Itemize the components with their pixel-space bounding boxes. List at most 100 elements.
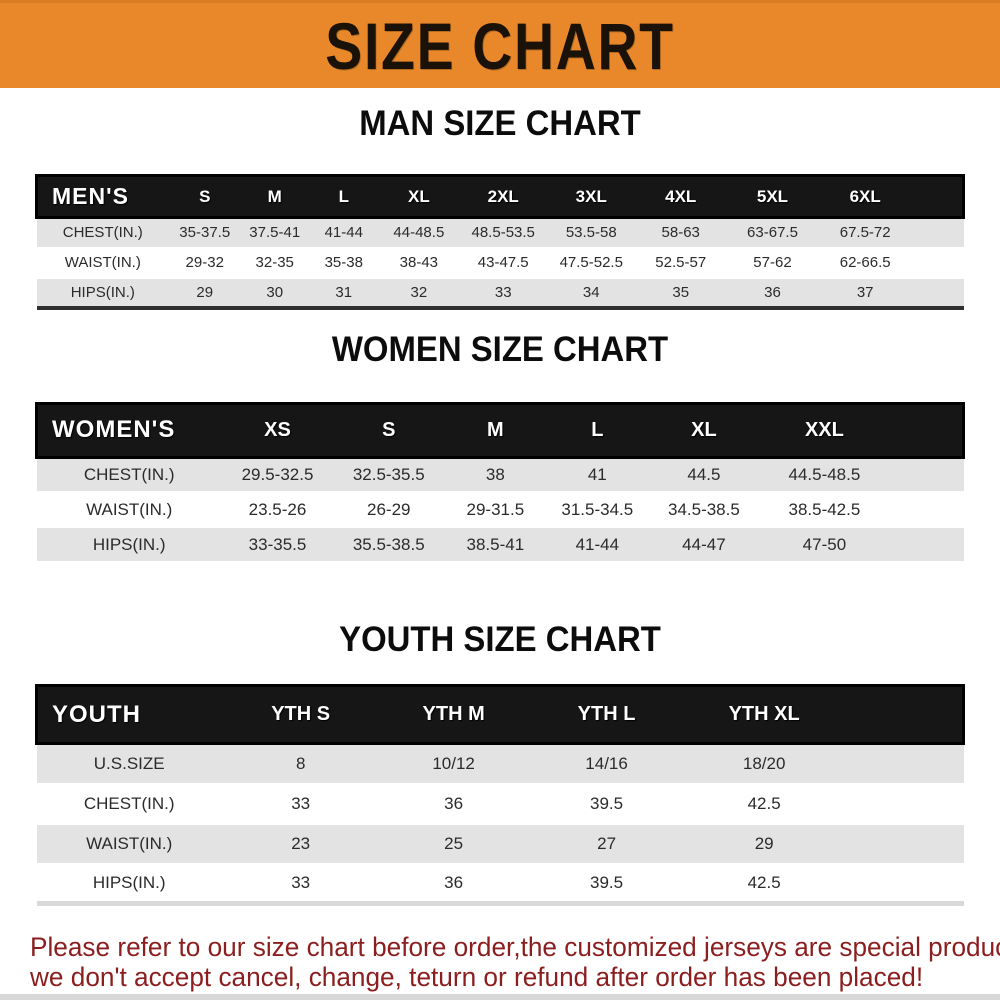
bottom-strip xyxy=(0,994,1000,1000)
size-value-cell: 34 xyxy=(547,277,636,309)
measurement-row: WAIST(IN.) 23.5-26 26-29 29-31.5 31.5-34.5 34… xyxy=(36,492,964,528)
size-value-cell: 34.5-38.5 xyxy=(648,492,760,528)
row-label: WAIST(IN.) xyxy=(36,247,170,279)
size-value-cell: 58-63 xyxy=(635,216,727,249)
table-group-label: MEN'S xyxy=(35,174,170,219)
size-column-header: S xyxy=(169,174,241,219)
men-section-title: MAN SIZE CHART xyxy=(359,104,641,143)
size-value-cell: 29-31.5 xyxy=(444,492,547,528)
measurement-row: CHEST(IN.) 29.5-32.5 32.5-35.5 38 41 44.5 44.5… xyxy=(36,456,964,493)
size-value-cell: 38.5-42.5 xyxy=(759,492,890,528)
size-value-cell: 37 xyxy=(818,277,912,309)
footer-notice: Please refer to our size chart before or… xyxy=(0,932,1000,992)
row-filler-cell xyxy=(889,492,964,528)
size-column-header: YTH XL xyxy=(685,684,843,745)
size-column-header: 2XL xyxy=(459,174,548,219)
youth-section: YOUTH SIZE CHART YOUTH YTH S YTH M YTH L YTH… xyxy=(0,620,1000,906)
row-filler-cell xyxy=(842,823,964,865)
men-section: MAN SIZE CHART MEN'S S M L XL 2XL 3XL 4XL 5XL 6XL… xyxy=(0,104,1000,310)
size-value-cell: 43-47.5 xyxy=(459,247,548,279)
size-value-cell: 52.5-57 xyxy=(635,247,727,279)
size-value-cell: 33 xyxy=(459,277,548,309)
size-column-header: YTH L xyxy=(527,684,686,745)
size-value-cell: 44.5 xyxy=(648,456,760,493)
measurement-row: CHEST(IN.) 35-37.5 37.5-41 41-44 44-48.5 48.5… xyxy=(36,216,964,249)
row-filler-cell xyxy=(842,783,964,825)
women-section-title: WOMEN SIZE CHART xyxy=(331,329,669,369)
measurement-row: HIPS(IN.) 33-35.5 35.5-38.5 38.5-41 41-44 44-… xyxy=(36,527,964,563)
measurement-row: U.S.SIZE 8 10/12 14/16 18/20 xyxy=(36,742,964,785)
size-value-cell: 29 xyxy=(169,277,241,309)
notice-line-1: Please refer to our size chart before or… xyxy=(30,932,1000,962)
banner: SIZE CHART xyxy=(0,0,1000,88)
size-column-header: XL xyxy=(378,174,460,219)
size-value-cell: 35-38 xyxy=(309,247,379,279)
size-column-header: 4XL xyxy=(635,174,727,219)
size-value-cell: 29.5-32.5 xyxy=(221,456,334,493)
size-value-cell: 33 xyxy=(221,783,380,825)
size-value-cell: 38 xyxy=(444,456,547,493)
size-value-cell: 27 xyxy=(527,823,686,865)
row-label: WAIST(IN.) xyxy=(36,823,222,865)
size-value-cell: 42.5 xyxy=(685,863,843,905)
size-column-header: XL xyxy=(648,401,760,459)
row-label: CHEST(IN.) xyxy=(36,456,222,493)
size-value-cell: 36 xyxy=(726,277,819,309)
men-size-table: MEN'S S M L XL 2XL 3XL 4XL 5XL 6XL CHEST(IN.) 35-37… xyxy=(35,174,965,310)
women-section: WOMEN SIZE CHART WOMEN'S XS S M L XL XXL CHEST(… xyxy=(0,329,1000,563)
size-value-cell: 29-32 xyxy=(169,247,241,279)
size-value-cell: 31.5-34.5 xyxy=(546,492,649,528)
page-title: SIZE CHART xyxy=(325,8,675,83)
size-value-cell: 10/12 xyxy=(379,742,528,785)
row-label: HIPS(IN.) xyxy=(36,527,222,563)
notice-line-2: we don't accept cancel, change, teturn o… xyxy=(30,962,924,992)
size-column-header: XXL xyxy=(759,401,890,459)
row-label: U.S.SIZE xyxy=(36,742,222,785)
size-value-cell: 25 xyxy=(379,823,528,865)
table-group-label: WOMEN'S xyxy=(34,401,222,459)
size-value-cell: 30 xyxy=(240,277,310,309)
measurement-row: WAIST(IN.) 29-32 32-35 35-38 38-43 43-47.5 47.… xyxy=(36,247,964,279)
size-value-cell: 8 xyxy=(221,742,380,785)
size-value-cell: 33-35.5 xyxy=(221,527,334,563)
size-value-cell: 67.5-72 xyxy=(818,216,912,249)
size-value-cell: 14/16 xyxy=(527,742,686,785)
header-filler-cell xyxy=(911,174,965,219)
size-value-cell: 35-37.5 xyxy=(169,216,241,249)
size-value-cell: 35.5-38.5 xyxy=(333,527,445,563)
size-column-header: M xyxy=(444,401,547,459)
header-filler-cell xyxy=(889,401,966,459)
size-value-cell: 44-47 xyxy=(648,527,760,563)
size-value-cell: 36 xyxy=(379,863,528,905)
size-value-cell: 26-29 xyxy=(333,492,445,528)
measurement-row: HIPS(IN.) 33 36 39.5 42.5 xyxy=(36,863,964,905)
row-label: CHEST(IN.) xyxy=(36,216,170,249)
size-value-cell: 37.5-41 xyxy=(240,216,310,249)
row-filler-cell xyxy=(911,216,964,249)
row-filler-cell xyxy=(911,277,964,309)
size-value-cell: 63-67.5 xyxy=(726,216,819,249)
size-value-cell: 39.5 xyxy=(527,783,686,825)
size-value-cell: 29 xyxy=(685,823,843,865)
size-value-cell: 62-66.5 xyxy=(818,247,912,279)
size-value-cell: 57-62 xyxy=(726,247,819,279)
youth-section-title: YOUTH SIZE CHART xyxy=(339,620,661,659)
measurement-row: WAIST(IN.) 23 25 27 29 xyxy=(36,823,964,865)
size-value-cell: 42.5 xyxy=(685,783,843,825)
size-column-header: 5XL xyxy=(726,174,819,219)
size-column-header: S xyxy=(333,401,445,459)
row-label: WAIST(IN.) xyxy=(36,492,222,528)
row-label: HIPS(IN.) xyxy=(36,277,170,309)
size-value-cell: 31 xyxy=(309,277,379,309)
size-value-cell: 33 xyxy=(221,863,380,905)
measurement-row: HIPS(IN.) 29 30 31 32 33 34 35 36 37 xyxy=(36,277,964,309)
row-label: HIPS(IN.) xyxy=(36,863,222,905)
size-column-header: L xyxy=(546,401,649,459)
size-column-header: YTH M xyxy=(379,684,528,745)
size-value-cell: 32 xyxy=(378,277,460,309)
size-value-cell: 47.5-52.5 xyxy=(547,247,636,279)
size-value-cell: 35 xyxy=(635,277,727,309)
row-filler-cell xyxy=(842,742,964,785)
size-value-cell: 41-44 xyxy=(546,527,649,563)
size-value-cell: 41-44 xyxy=(309,216,379,249)
